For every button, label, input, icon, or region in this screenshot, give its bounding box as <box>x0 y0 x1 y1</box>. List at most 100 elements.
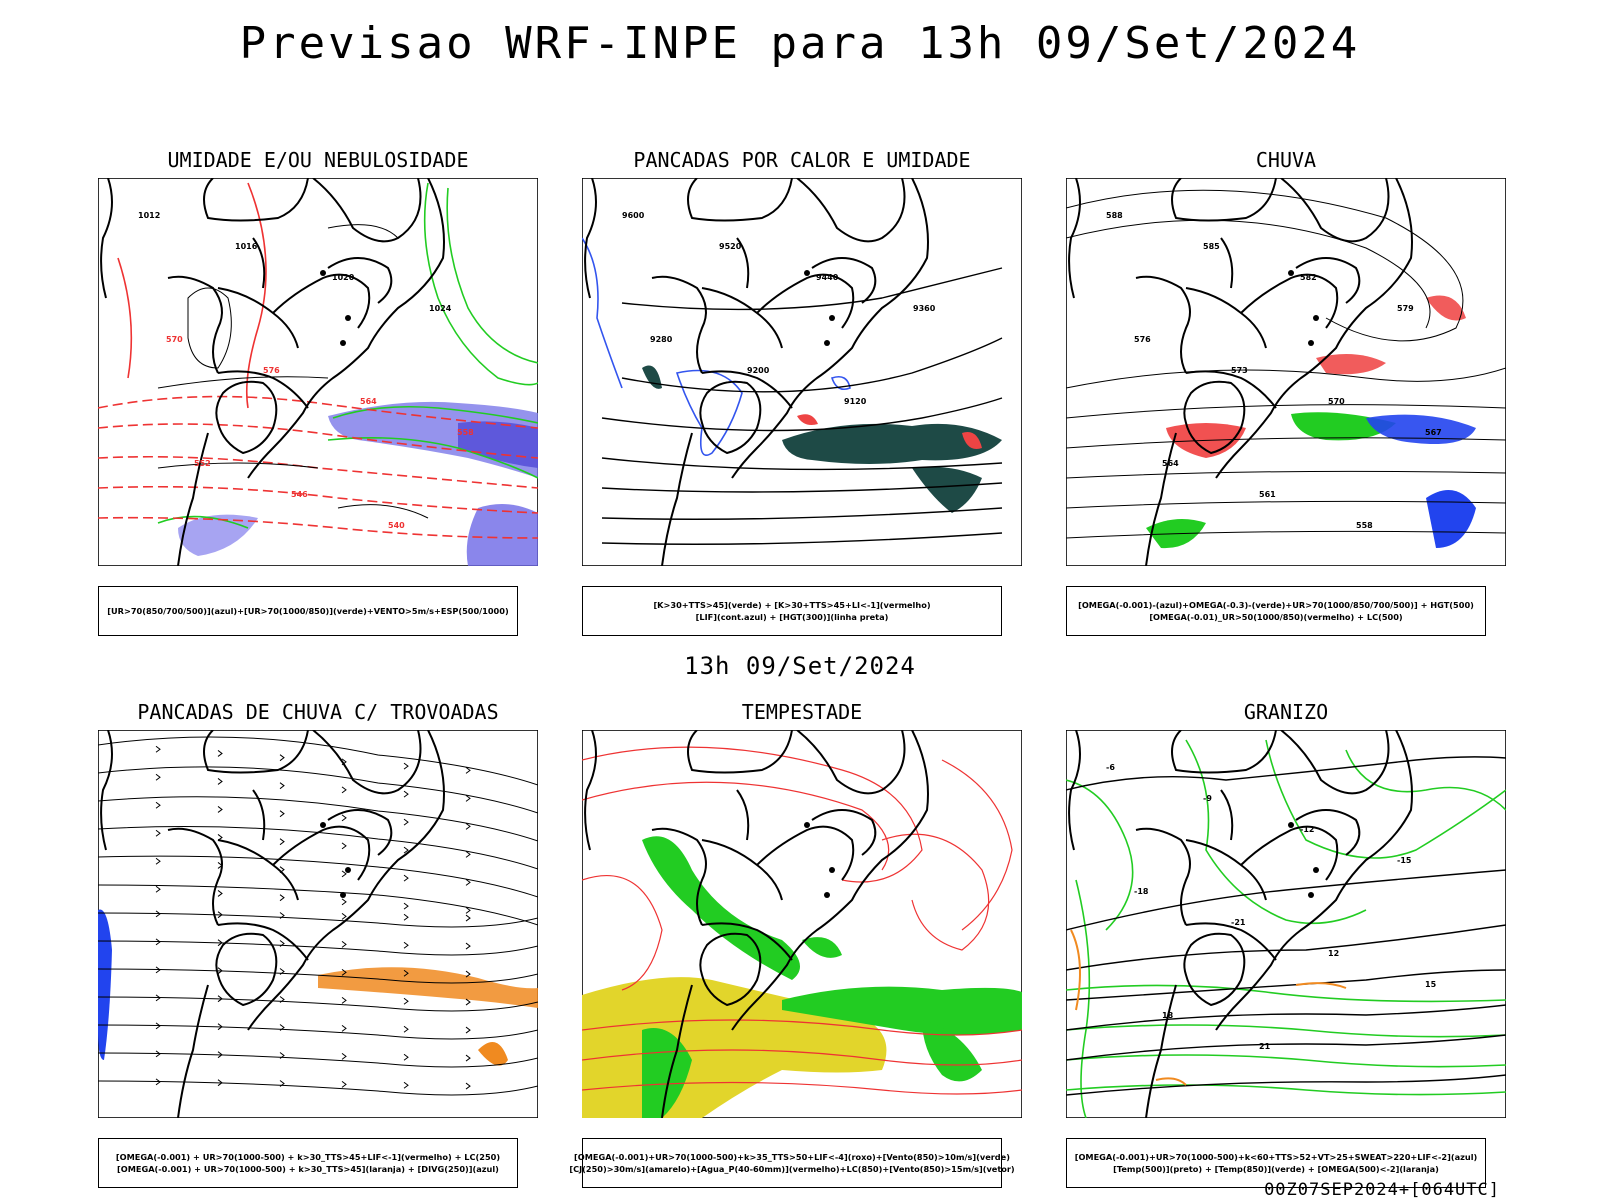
panel-legend: [K>30+TTS>45](verde) + [K>30+TTS>45+LI<-… <box>582 586 1002 636</box>
streamline-arrow <box>403 969 409 977</box>
contour-label: 9440 <box>816 273 839 282</box>
panel-pancadas-calor: PANCADAS POR CALOR E UMIDADE 12S15S18S21… <box>582 148 1062 638</box>
coastline <box>1171 178 1277 222</box>
coastline <box>177 984 209 1118</box>
legend-line: [CJ(250)>30m/s](amarelo)+[Agua_P(40-60mm… <box>569 1164 1015 1174</box>
lake <box>1313 315 1319 321</box>
panel-title: CHUVA <box>1255 148 1317 172</box>
streamline-arrow <box>279 996 285 1003</box>
contour-label: 573 <box>1231 366 1248 375</box>
panel-legend: [OMEGA(-0.001)+UR>70(1000-500)+k>35_TTS>… <box>569 1138 1015 1188</box>
contour-label: 1024 <box>429 304 452 313</box>
streamline-arrow <box>465 794 471 802</box>
coastline <box>699 932 762 1007</box>
legend-line: [OMEGA(-0.001) + UR>70(1000-500) + k>30_… <box>115 1152 501 1162</box>
coastline <box>687 178 793 222</box>
streamline-arrow <box>155 966 161 974</box>
streamline-arrow <box>403 1081 409 1089</box>
streamline <box>98 736 538 786</box>
contour-label: 9280 <box>650 335 673 344</box>
coastline <box>584 730 597 851</box>
shading-layer <box>582 836 1022 1118</box>
streamline-arrow <box>217 778 223 785</box>
panel-umidade: UMIDADE E/OU NEBULOSIDADE 12S15S18S21S24… <box>98 148 578 638</box>
contour-label: 9520 <box>719 242 742 251</box>
coastline <box>1145 984 1177 1118</box>
streamline-arrow <box>465 998 471 1006</box>
coastline <box>1185 922 1277 961</box>
streamline-arrow <box>341 968 347 976</box>
coastline <box>756 273 855 329</box>
middle-title: 13h 09/Set/2024 <box>684 652 916 680</box>
contour-label: 582 <box>1300 273 1317 282</box>
streamline-arrow <box>341 996 347 1004</box>
streamline-arrow <box>155 1050 161 1058</box>
contour-label: 558 <box>1356 521 1373 530</box>
streamline-arrow <box>279 940 285 947</box>
legend-line: [UR>70(850/700/500)](azul)+[UR>70(1000/8… <box>107 606 509 616</box>
streamline-arrow <box>403 846 409 854</box>
streamline-arrow <box>279 1080 285 1087</box>
lake <box>340 892 346 898</box>
coastline <box>272 825 371 881</box>
contour-label: 579 <box>1397 304 1414 313</box>
coastline <box>247 730 445 1031</box>
black-contours <box>1066 756 1506 1096</box>
legend-line: [OMEGA(-0.001)+UR>70(1000-500)+k<60+TTS>… <box>1074 1152 1478 1162</box>
coastline <box>731 730 929 1031</box>
lake <box>804 822 810 828</box>
legend-line: [LIF](cont.azul) + [HGT(300)](linha pret… <box>695 612 889 622</box>
coastline <box>736 237 750 289</box>
streamline-arrow <box>341 940 347 948</box>
coastline <box>1171 730 1277 774</box>
coastline <box>661 432 693 566</box>
streamline-arrow <box>279 894 285 902</box>
contour-label: 9200 <box>747 366 770 375</box>
coastline <box>167 827 223 926</box>
contour-label: 12 <box>1328 949 1339 958</box>
lake <box>345 315 351 321</box>
green-contours <box>157 182 538 529</box>
contour-label: 585 <box>1203 242 1220 251</box>
map-frame <box>98 730 538 1118</box>
panel-title: PANCADAS DE CHUVA C/ TROVOADAS <box>137 700 499 724</box>
lake <box>320 270 326 276</box>
coastline <box>1185 839 1267 901</box>
coastline <box>699 380 762 455</box>
streamline-arrow <box>217 890 223 897</box>
streamline-arrow <box>403 874 409 882</box>
coastline <box>1280 730 1390 795</box>
streamline-arrow <box>465 878 471 886</box>
streamline-arrow <box>155 1078 161 1086</box>
streamline-arrow <box>217 967 223 975</box>
coastline <box>651 275 707 374</box>
contour-label: 576 <box>1134 335 1151 344</box>
panel-chuva: CHUVA 12S15S18S21S24S27S30S33S36S39S42S7… <box>1066 148 1546 638</box>
streamline-arrow <box>403 902 409 910</box>
red-contours <box>98 182 538 539</box>
contour-label: 570 <box>166 335 183 344</box>
streamline-arrow <box>403 818 409 826</box>
coastline <box>312 730 422 795</box>
shading-layer <box>1146 295 1476 549</box>
coastline <box>100 730 113 851</box>
coastline <box>203 178 309 222</box>
coastline <box>203 730 309 774</box>
streamlines <box>1066 189 1506 539</box>
green-contours <box>1066 739 1506 1118</box>
coastline <box>731 178 929 479</box>
streamline-arrow <box>155 1022 161 1030</box>
streamline-arrow <box>155 994 161 1002</box>
contour-label: 567 <box>1425 428 1442 437</box>
coastline <box>1185 370 1277 409</box>
streamline-arrow <box>341 1024 347 1032</box>
lake <box>829 867 835 873</box>
streamline <box>98 884 538 926</box>
lake <box>824 892 830 898</box>
coastline <box>217 839 299 901</box>
coastline <box>1185 287 1267 349</box>
coastline <box>217 922 309 961</box>
streamline-arrow <box>465 1054 471 1062</box>
legend-line: [K>30+TTS>45](verde) + [K>30+TTS>45+LI<-… <box>653 600 931 610</box>
streamline-arrow <box>403 762 409 770</box>
